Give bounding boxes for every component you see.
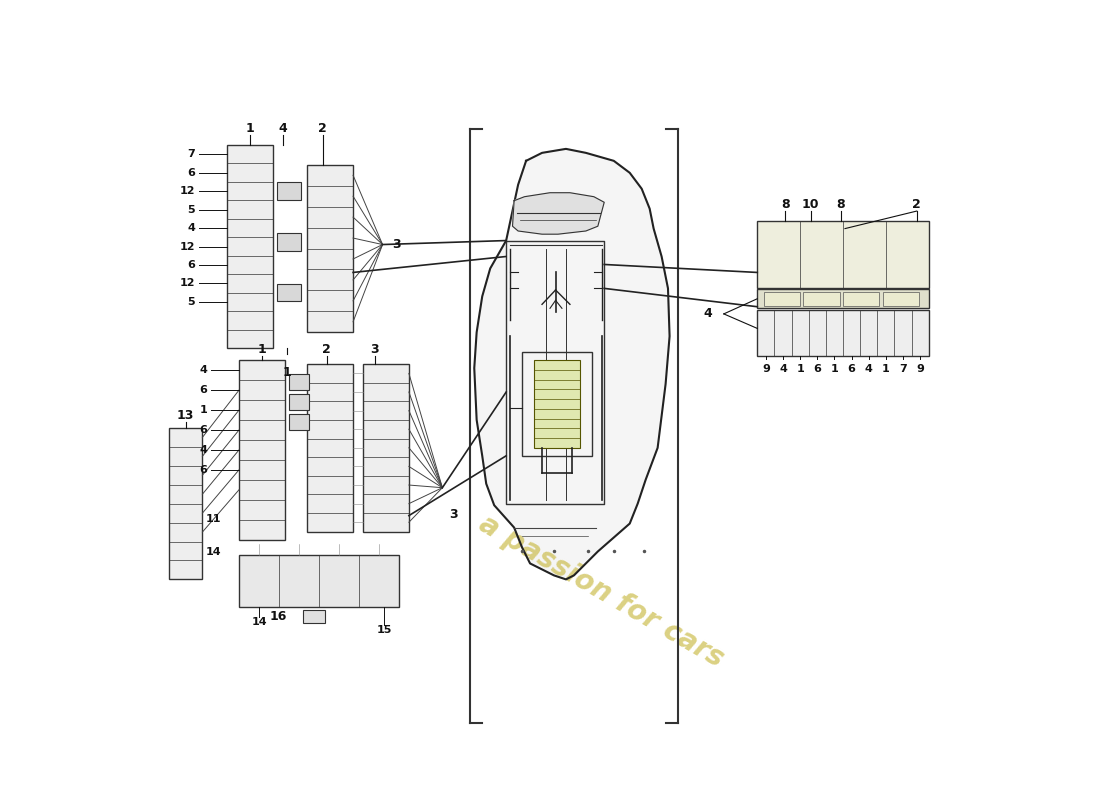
Text: 6: 6 [848,364,856,374]
Text: 13: 13 [177,409,195,422]
Bar [277,233,301,250]
Bar [289,394,309,410]
Bar [289,374,309,390]
Text: 6: 6 [187,260,195,270]
Bar [169,428,202,579]
Bar [757,221,928,288]
Text: 12: 12 [179,186,195,196]
Text: 6: 6 [813,364,822,374]
Text: 9: 9 [762,364,770,374]
Bar [307,364,353,531]
Bar [763,291,800,306]
Text: 5: 5 [188,297,195,307]
Bar [307,165,353,332]
Text: 11: 11 [206,514,221,524]
Bar [757,289,928,308]
Text: 8: 8 [837,198,845,211]
Text: 16: 16 [270,610,287,623]
Text: 7: 7 [899,364,906,374]
Bar [803,291,839,306]
Text: 12: 12 [179,278,195,289]
Text: 1: 1 [830,364,838,374]
Text: 2: 2 [912,198,921,211]
Polygon shape [513,193,604,234]
Text: 10: 10 [802,198,820,211]
Polygon shape [474,149,670,579]
Text: 1: 1 [199,405,207,415]
Bar [522,352,592,456]
Bar [289,414,309,430]
Bar [535,360,581,448]
Text: 7: 7 [187,149,195,159]
Text: 1: 1 [796,364,804,374]
Text: 3: 3 [449,508,458,521]
Text: 8: 8 [781,198,790,211]
Text: 9: 9 [916,364,924,374]
Text: 6: 6 [199,385,207,395]
Text: 14: 14 [206,547,221,557]
Text: 15: 15 [376,625,392,635]
Bar [277,182,301,200]
Text: 14: 14 [251,617,267,627]
Text: 4: 4 [187,223,195,233]
Text: 4: 4 [703,307,712,321]
Text: 3: 3 [392,238,400,251]
Text: 4: 4 [199,365,207,375]
Bar [239,360,285,539]
Text: 4: 4 [278,122,287,135]
Text: 6: 6 [187,168,195,178]
Text: 4: 4 [865,364,872,374]
Text: 5: 5 [188,205,195,214]
Text: 4: 4 [199,445,207,455]
Text: 6: 6 [199,425,207,435]
Text: 6: 6 [199,465,207,474]
Text: 1: 1 [257,343,266,356]
Text: 1: 1 [246,122,254,135]
Text: a passion for cars: a passion for cars [474,510,729,673]
Bar [363,364,409,531]
Bar [227,145,274,348]
Bar [843,291,880,306]
Text: 2: 2 [318,122,327,135]
Text: 4: 4 [779,364,786,374]
Text: 2: 2 [322,343,331,356]
Text: 1: 1 [882,364,890,374]
Bar [757,310,928,356]
Bar [239,555,398,607]
Bar [302,610,326,623]
Text: 1: 1 [283,366,292,378]
Bar [882,291,920,306]
Text: 12: 12 [179,242,195,251]
Text: 3: 3 [371,343,378,356]
Bar [277,284,301,302]
